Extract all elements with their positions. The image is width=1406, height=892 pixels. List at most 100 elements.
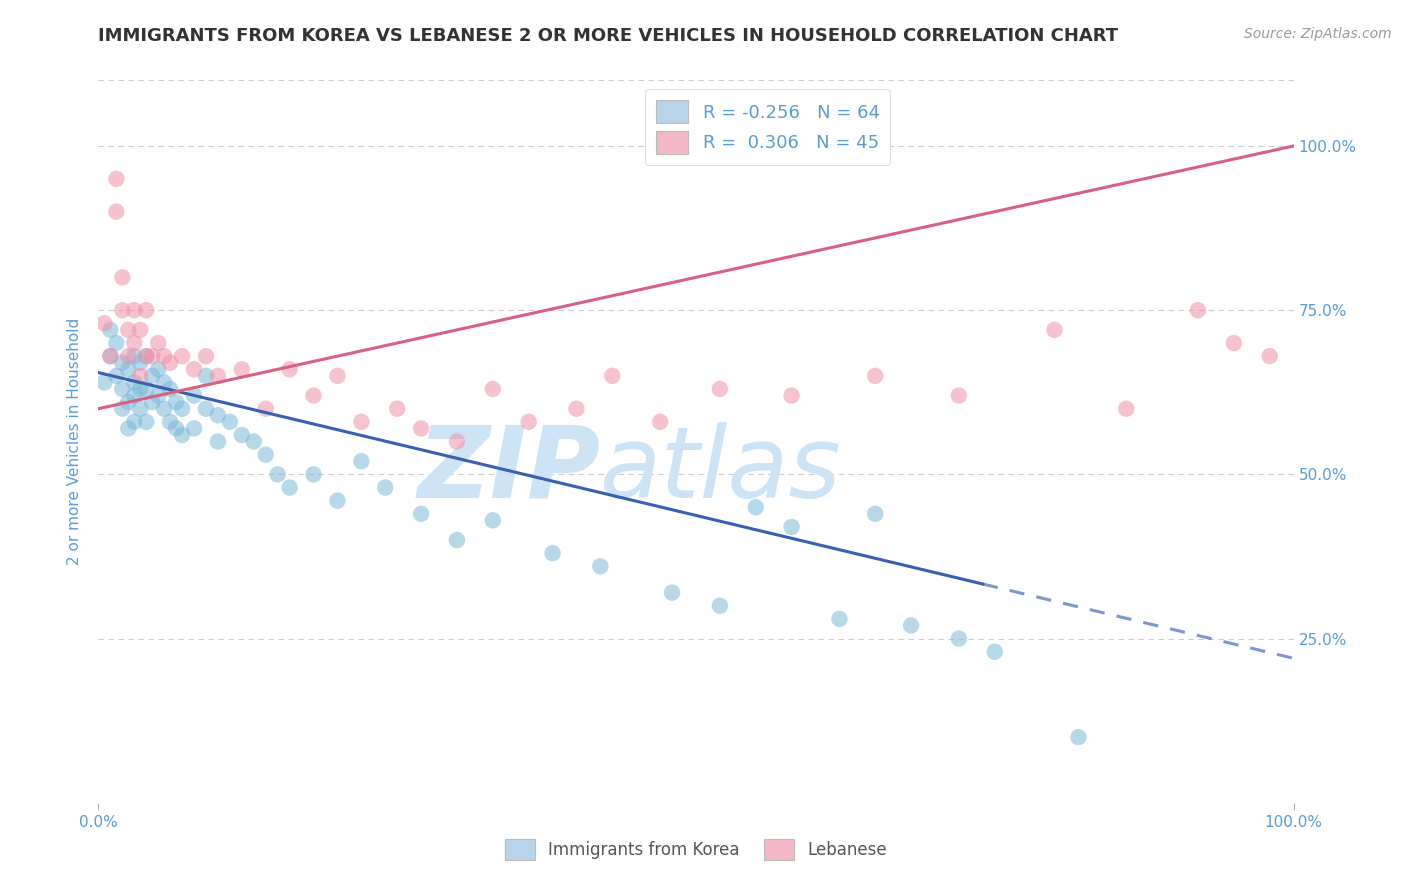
Point <box>1187 303 1209 318</box>
Point <box>165 395 187 409</box>
Point <box>105 204 128 219</box>
Point <box>900 618 922 632</box>
Point <box>385 401 409 416</box>
Point <box>541 546 564 560</box>
Point <box>661 585 683 599</box>
Point <box>117 362 139 376</box>
Point <box>183 421 205 435</box>
Point <box>278 481 301 495</box>
Point <box>183 388 205 402</box>
Point <box>302 388 325 402</box>
Point <box>111 303 134 318</box>
Point <box>117 395 139 409</box>
Point <box>129 356 152 370</box>
Point <box>141 349 163 363</box>
Point <box>117 323 139 337</box>
Point <box>374 481 396 495</box>
Point <box>111 382 134 396</box>
Point <box>207 368 229 383</box>
Point <box>172 401 194 416</box>
Point <box>172 349 194 363</box>
Point <box>195 349 218 363</box>
Point <box>709 382 731 396</box>
Point <box>124 336 146 351</box>
Point <box>98 323 122 337</box>
Point <box>111 356 134 370</box>
Point <box>141 395 163 409</box>
Point <box>565 401 588 416</box>
Point <box>254 401 277 416</box>
Point <box>165 421 187 435</box>
Point <box>984 645 1007 659</box>
Point <box>1043 323 1066 337</box>
Point <box>278 362 301 376</box>
Point <box>153 349 176 363</box>
Point <box>124 376 146 390</box>
Point <box>111 270 134 285</box>
Point <box>93 316 115 330</box>
Point <box>195 368 218 383</box>
Text: ZIP: ZIP <box>418 422 600 519</box>
Point <box>148 336 170 351</box>
Point <box>865 507 887 521</box>
Point <box>828 612 851 626</box>
Point <box>105 368 128 383</box>
Point <box>1067 730 1090 744</box>
Point <box>98 349 122 363</box>
Point <box>207 409 229 423</box>
Point <box>135 303 157 318</box>
Point <box>243 434 266 449</box>
Text: IMMIGRANTS FROM KOREA VS LEBANESE 2 OR MORE VEHICLES IN HOUSEHOLD CORRELATION CH: IMMIGRANTS FROM KOREA VS LEBANESE 2 OR M… <box>98 27 1119 45</box>
Point <box>183 362 205 376</box>
Legend: Immigrants from Korea, Lebanese: Immigrants from Korea, Lebanese <box>498 832 894 867</box>
Point <box>153 376 176 390</box>
Point <box>302 467 325 482</box>
Point <box>159 382 181 396</box>
Point <box>602 368 624 383</box>
Point <box>124 415 146 429</box>
Point <box>948 632 970 646</box>
Point <box>135 349 157 363</box>
Point <box>648 415 672 429</box>
Point <box>159 356 181 370</box>
Point <box>267 467 290 482</box>
Point <box>93 376 115 390</box>
Point <box>326 368 349 383</box>
Point <box>117 349 139 363</box>
Point <box>411 507 433 521</box>
Point <box>780 388 803 402</box>
Point <box>411 421 433 435</box>
Point <box>231 428 253 442</box>
Point <box>780 520 803 534</box>
Point <box>105 171 128 186</box>
Point <box>129 368 152 383</box>
Point <box>517 415 540 429</box>
Point <box>117 421 139 435</box>
Point <box>865 368 887 383</box>
Point <box>446 533 468 547</box>
Point <box>207 434 229 449</box>
Point <box>98 349 122 363</box>
Point <box>124 303 146 318</box>
Point <box>326 493 349 508</box>
Point <box>1223 336 1246 351</box>
Point <box>948 388 970 402</box>
Point <box>1115 401 1137 416</box>
Point <box>446 434 468 449</box>
Point <box>231 362 253 376</box>
Point <box>135 349 157 363</box>
Point <box>148 362 170 376</box>
Point <box>129 323 152 337</box>
Point <box>124 388 146 402</box>
Point <box>105 336 128 351</box>
Point <box>745 500 768 515</box>
Point <box>481 382 505 396</box>
Point <box>481 513 505 527</box>
Y-axis label: 2 or more Vehicles in Household: 2 or more Vehicles in Household <box>67 318 83 566</box>
Point <box>254 448 277 462</box>
Point <box>589 559 612 574</box>
Point <box>172 428 194 442</box>
Point <box>350 415 373 429</box>
Point <box>350 454 373 468</box>
Point <box>709 599 731 613</box>
